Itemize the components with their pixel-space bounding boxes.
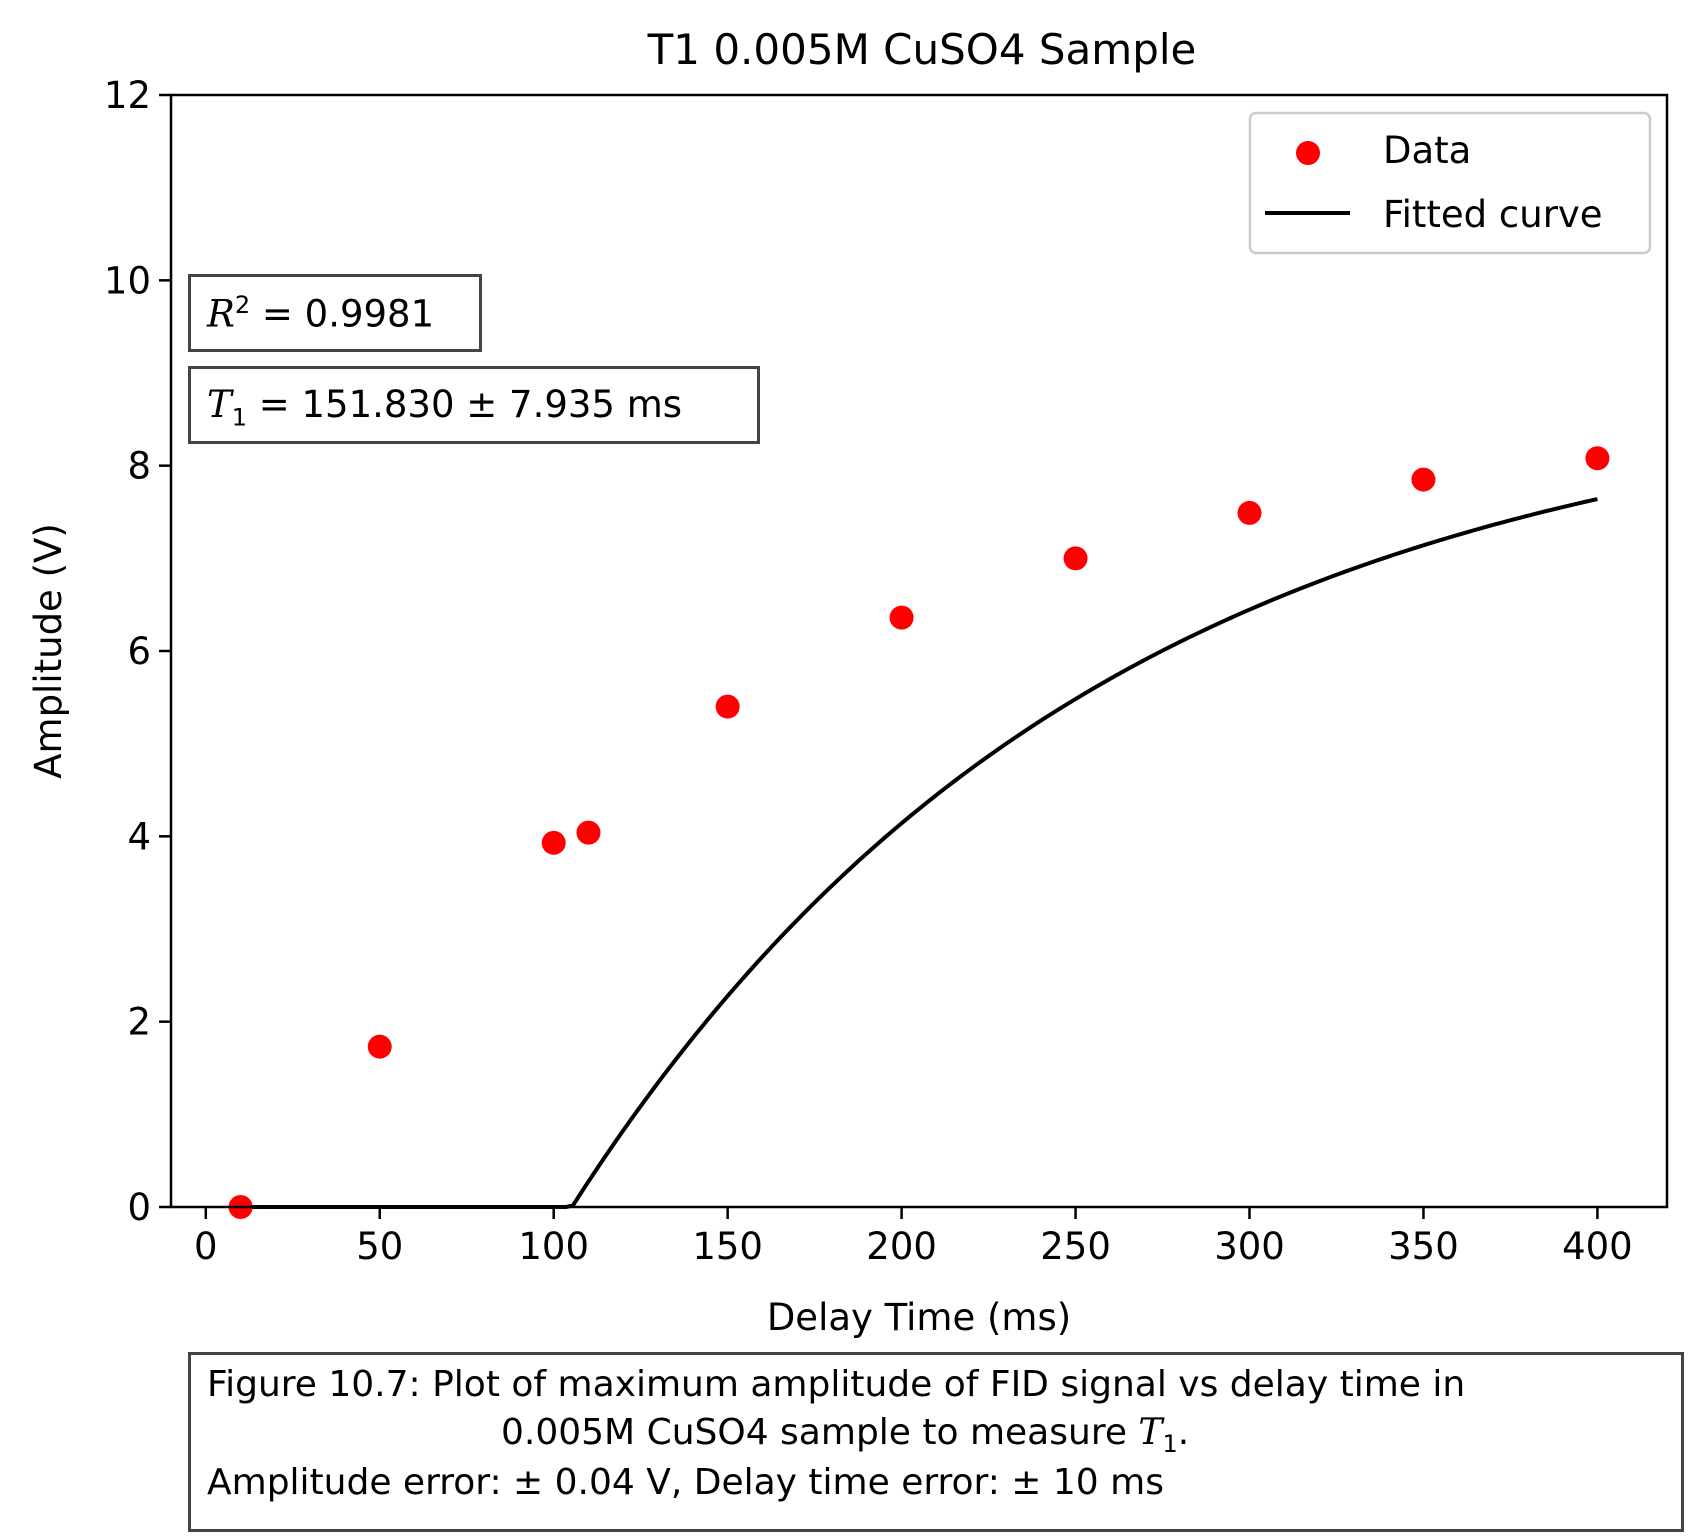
data-point (715, 694, 740, 719)
y-tick-label: 2 (127, 1001, 151, 1044)
legend-data-marker (1296, 141, 1320, 165)
data-point (367, 1034, 392, 1059)
data-point (1063, 546, 1088, 571)
x-tick-label: 350 (1388, 1225, 1459, 1268)
y-tick-label: 8 (127, 445, 151, 488)
t1-symbol: T (207, 383, 232, 426)
x-tick-label: 200 (866, 1225, 937, 1268)
data-point (889, 605, 914, 630)
caption-t1-symbol: T (1138, 1412, 1163, 1453)
caption-line-2-text: 0.005M CuSO4 sample to measure (501, 1412, 1139, 1453)
data-point (1585, 446, 1610, 471)
x-tick-label: 150 (692, 1225, 763, 1268)
x-tick-label: 100 (518, 1225, 589, 1268)
caption-line-1: Figure 10.7: Plot of maximum amplitude o… (207, 1364, 1466, 1405)
caption-line-3: Amplitude error: ± 0.04 V, Delay time er… (207, 1462, 1164, 1503)
data-point (576, 820, 601, 845)
y-tick-label: 12 (104, 74, 151, 117)
r-squared-box: R2 = 0.9981 (188, 274, 482, 352)
y-tick-label: 10 (104, 259, 151, 302)
y-axis-label: Amplitude (V) (27, 523, 70, 779)
y-tick-label: 6 (127, 630, 151, 673)
data-point (1411, 467, 1436, 492)
chart-title: T1 0.005M CuSO4 Sample (647, 25, 1197, 74)
legend-box (1248, 111, 1652, 255)
y-tick-label: 4 (127, 815, 151, 858)
caption-line-2: 0.005M CuSO4 sample to measure T1. (501, 1409, 1189, 1468)
data-point (1237, 500, 1262, 525)
r-squared-value: = 0.9981 (250, 292, 435, 336)
r-squared-symbol: R (207, 292, 235, 336)
y-tick-label: 0 (127, 1186, 151, 1229)
t1-box: T1 = 151.830 ± 7.935 ms (188, 366, 760, 444)
r-squared-superscript: 2 (234, 291, 251, 319)
data-point (541, 830, 566, 855)
caption-t1-subscript: 1 (1162, 1430, 1178, 1459)
t1-subscript: 1 (231, 403, 247, 432)
x-tick-label: 50 (356, 1225, 403, 1268)
fitted-curve (240, 497, 1598, 1209)
legend-data-label: Data (1383, 129, 1471, 172)
caption-line-2-end: . (1177, 1412, 1190, 1453)
plot-frame (169, 93, 1669, 1209)
t1-value: = 151.830 ± 7.935 ms (246, 383, 683, 426)
legend: Data Fitted curve (1248, 111, 1652, 255)
x-tick-label: 250 (1040, 1225, 1111, 1268)
figure-caption: Figure 10.7: Plot of maximum amplitude o… (188, 1352, 1684, 1532)
x-tick-label: 0 (194, 1225, 218, 1268)
x-tick-label: 400 (1562, 1225, 1633, 1268)
x-axis-label: Delay Time (ms) (767, 1296, 1071, 1339)
x-tick-label: 300 (1214, 1225, 1285, 1268)
legend-fit-label: Fitted curve (1383, 193, 1603, 236)
